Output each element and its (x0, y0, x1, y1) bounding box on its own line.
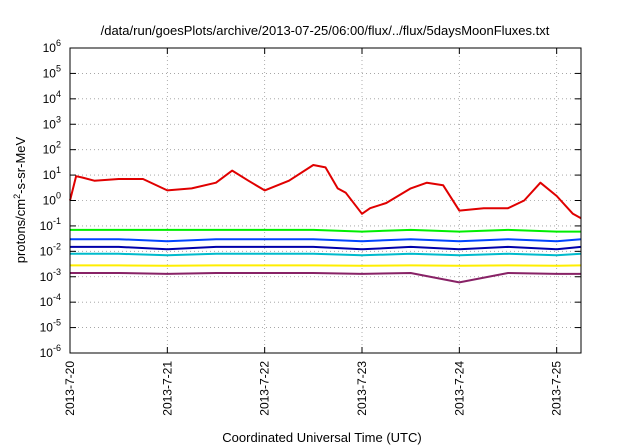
grid (70, 48, 581, 353)
y-tick-label: 101 (43, 165, 61, 182)
series-layer (69, 164, 582, 284)
x-tick-label: 2013-7-21 (160, 361, 174, 416)
y-tick-label: 100 (43, 191, 61, 208)
y-tick-label: 10-6 (40, 343, 61, 360)
y-tick-label: 10-4 (40, 292, 61, 309)
x-axis: 2013-7-20 2013-7-21 2013-7-22 2013-7-23 2013… (63, 48, 564, 416)
y-axis-label: protons/cm2-s-sr-MeV (12, 136, 28, 263)
x-tick-label: 2013-7-23 (355, 361, 369, 416)
chart-title: /data/run/goesPlots/archive/2013-07-25/0… (101, 23, 550, 38)
y-tick-label: 10-5 (40, 318, 61, 335)
y-tick-label: 102 (43, 140, 61, 157)
series-line-4 (70, 245, 582, 251)
series-line-5 (70, 252, 582, 257)
x-tick-label: 2013-7-22 (258, 361, 272, 416)
y-tick-label: 10-2 (40, 241, 61, 258)
series-line-1 (69, 164, 582, 220)
x-tick-label: 2013-7-25 (550, 361, 564, 416)
y-axis: 10-6 10-5 10-4 10-3 10-2 10-1 100 101 102 103 104 1… (40, 38, 581, 360)
series-line-7 (70, 272, 581, 284)
y-tick-label: 10-3 (40, 267, 61, 284)
y-tick-label: 103 (43, 114, 61, 131)
x-tick-label: 2013-7-20 (63, 361, 77, 416)
y-tick-label: 10-1 (40, 216, 61, 233)
x-axis-label: Coordinated Universal Time (UTC) (222, 430, 421, 445)
y-tick-label: 106 (43, 38, 61, 55)
series-line-3 (70, 238, 582, 243)
series-line-2 (70, 228, 581, 233)
y-tick-label: 104 (43, 89, 61, 106)
y-tick-label: 105 (43, 63, 61, 80)
x-tick-label: 2013-7-24 (452, 361, 466, 416)
